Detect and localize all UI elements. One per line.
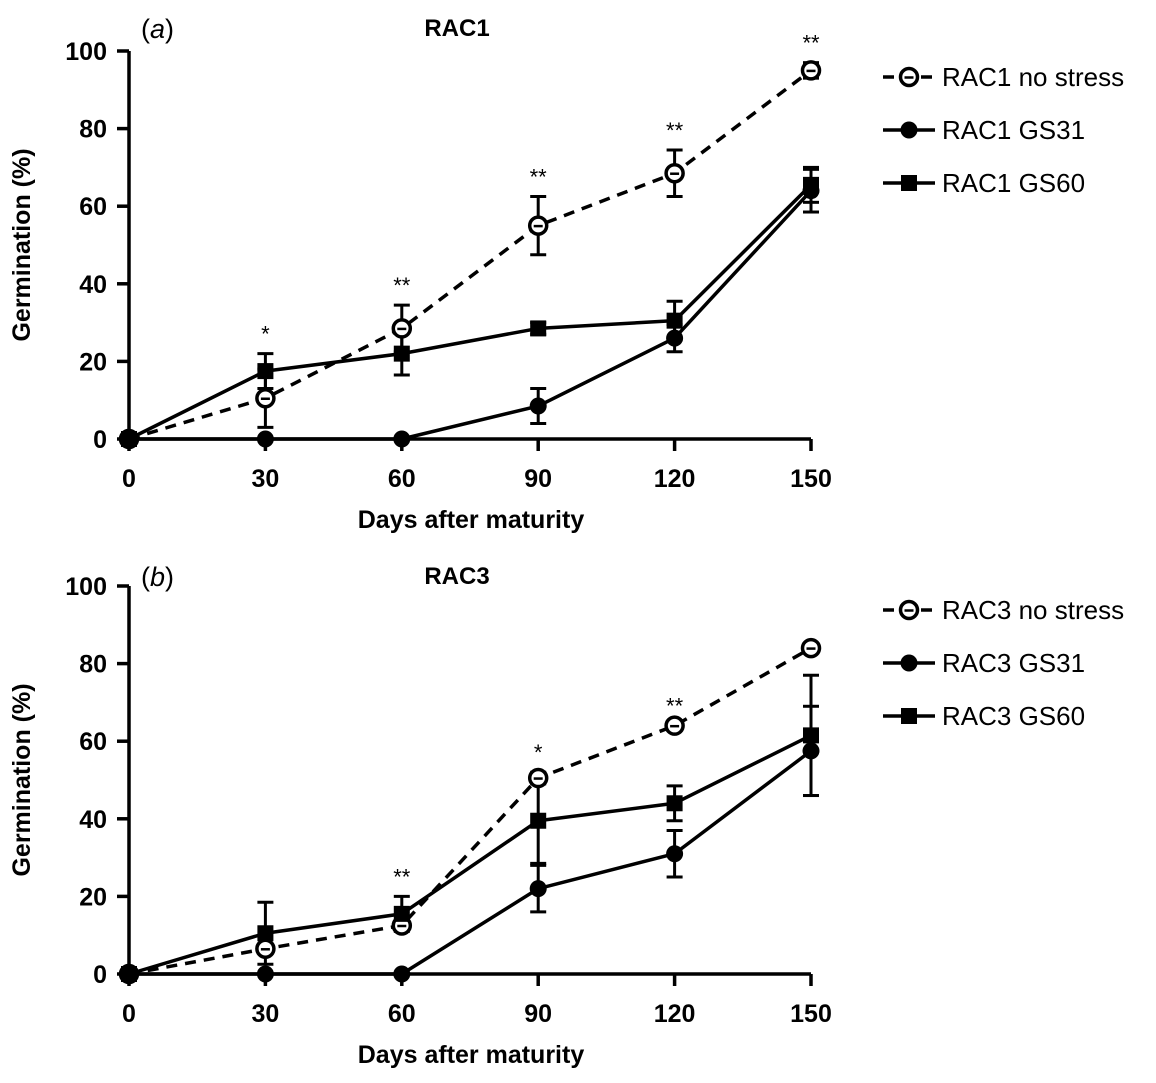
data-point-filled-square (803, 176, 819, 193)
y-tick-label: 100 (65, 573, 107, 601)
data-point-filled-square (121, 966, 137, 982)
y-axis-title: Germination (%) (8, 148, 36, 341)
data-point-filled-square (530, 812, 547, 829)
legend-label: RAC3 GS31 (942, 648, 1085, 678)
x-tick-label: 0 (122, 1000, 136, 1028)
data-point-filled-circle (393, 965, 411, 983)
y-tick-label: 80 (79, 651, 107, 679)
data-point-filled-circle (256, 965, 274, 983)
panel-label-letter: a (150, 14, 165, 44)
significance-marker: ** (393, 864, 411, 889)
y-tick-label: 60 (79, 728, 107, 756)
data-point-filled-square (393, 345, 410, 362)
x-axis-title: Days after maturity (358, 1041, 585, 1069)
legend-label: RAC1 GS60 (942, 168, 1085, 198)
series-line-1 (129, 189, 813, 441)
x-tick-label: 90 (524, 1000, 552, 1028)
chart-panel-b: 0 20 40 60 80 100 0 30 60 90 120 150 Days after matu… (8, 562, 1124, 1069)
data-point-filled-circle (529, 397, 547, 415)
significance-marker: ** (802, 31, 820, 56)
significance-marker: ** (530, 165, 548, 190)
data-point-filled-circle (256, 430, 274, 448)
chart-title: RAC1 (424, 15, 489, 42)
x-tick-label: 30 (251, 1000, 279, 1028)
chart-panel-a: 0 20 40 60 80 100 0 30 60 90 120 150 Days after matu… (8, 14, 1124, 534)
y-tick-label: 40 (79, 806, 107, 834)
y-tick-label: 60 (79, 193, 107, 221)
x-tick-label: 90 (524, 465, 552, 493)
data-point-filled-square (666, 312, 683, 329)
panel-label: (b) (141, 562, 174, 592)
data-point-filled-square (803, 727, 819, 744)
significance-marker: * (534, 740, 543, 765)
x-tick-label: 150 (790, 1000, 832, 1028)
legend-label: RAC1 no stress (942, 62, 1124, 92)
legend-marker-filled-circle (900, 121, 918, 139)
x-axis-title: Days after maturity (358, 506, 585, 534)
data-point-filled-circle (529, 880, 547, 898)
legend-label: RAC1 GS31 (942, 115, 1085, 145)
data-point-filled-square (257, 363, 274, 380)
panel-label-open: ( (141, 14, 150, 44)
panel-label: (a) (141, 14, 174, 44)
chart-title: RAC3 (424, 563, 489, 590)
series-line-0 (128, 69, 813, 441)
y-tick-label: 0 (93, 426, 107, 454)
legend-label: RAC3 no stress (942, 595, 1124, 625)
legend-marker-filled-circle (900, 654, 918, 672)
legend-marker-filled-square (901, 708, 917, 724)
significance-marker: ** (666, 118, 684, 143)
data-point-filled-circle (802, 742, 820, 760)
legend-marker-filled-square (901, 175, 917, 191)
x-tick-label: 60 (388, 1000, 416, 1028)
legend-item: RAC3 GS31 (883, 648, 1085, 678)
panel-label-open: ( (141, 562, 150, 592)
x-tick-label: 0 (122, 465, 136, 493)
legend-item: RAC1 GS60 (883, 168, 1085, 198)
legend-item: RAC3 no stress (883, 595, 1124, 625)
x-tick-label: 30 (251, 465, 279, 493)
data-point-filled-circle (666, 329, 684, 347)
data-point-filled-square (666, 795, 683, 812)
x-tick-label: 60 (388, 465, 416, 493)
y-tick-label: 20 (79, 883, 107, 911)
x-tick-label: 150 (790, 465, 832, 493)
significance-marker: ** (666, 694, 684, 719)
significance-marker: * (261, 322, 270, 347)
legend-item: RAC3 GS60 (883, 701, 1085, 731)
data-point-filled-circle (666, 845, 684, 863)
series-line-2 (128, 183, 813, 441)
data-point-filled-square (121, 431, 137, 447)
significance-marker: ** (393, 273, 411, 298)
panel-label-letter: b (150, 562, 165, 592)
y-tick-label: 20 (79, 348, 107, 376)
y-tick-label: 100 (65, 38, 107, 66)
series-line-0 (128, 646, 812, 976)
legend-item: RAC1 no stress (883, 62, 1124, 92)
y-tick-label: 0 (93, 961, 107, 989)
data-point-filled-circle (393, 430, 411, 448)
y-axis-title: Germination (%) (8, 683, 36, 876)
series-line-2 (128, 733, 812, 976)
x-tick-label: 120 (654, 465, 696, 493)
data-point-filled-square (257, 925, 274, 942)
panel-label-close: ) (165, 14, 174, 44)
data-point-filled-square (393, 905, 410, 922)
data-point-filled-square (530, 320, 547, 337)
panel-label-close: ) (165, 562, 174, 592)
y-tick-label: 40 (79, 271, 107, 299)
legend-label: RAC3 GS60 (942, 701, 1085, 731)
series-line-1 (129, 749, 813, 976)
legend-item: RAC1 GS31 (883, 115, 1085, 145)
x-tick-label: 120 (654, 1000, 696, 1028)
y-tick-label: 80 (79, 116, 107, 144)
